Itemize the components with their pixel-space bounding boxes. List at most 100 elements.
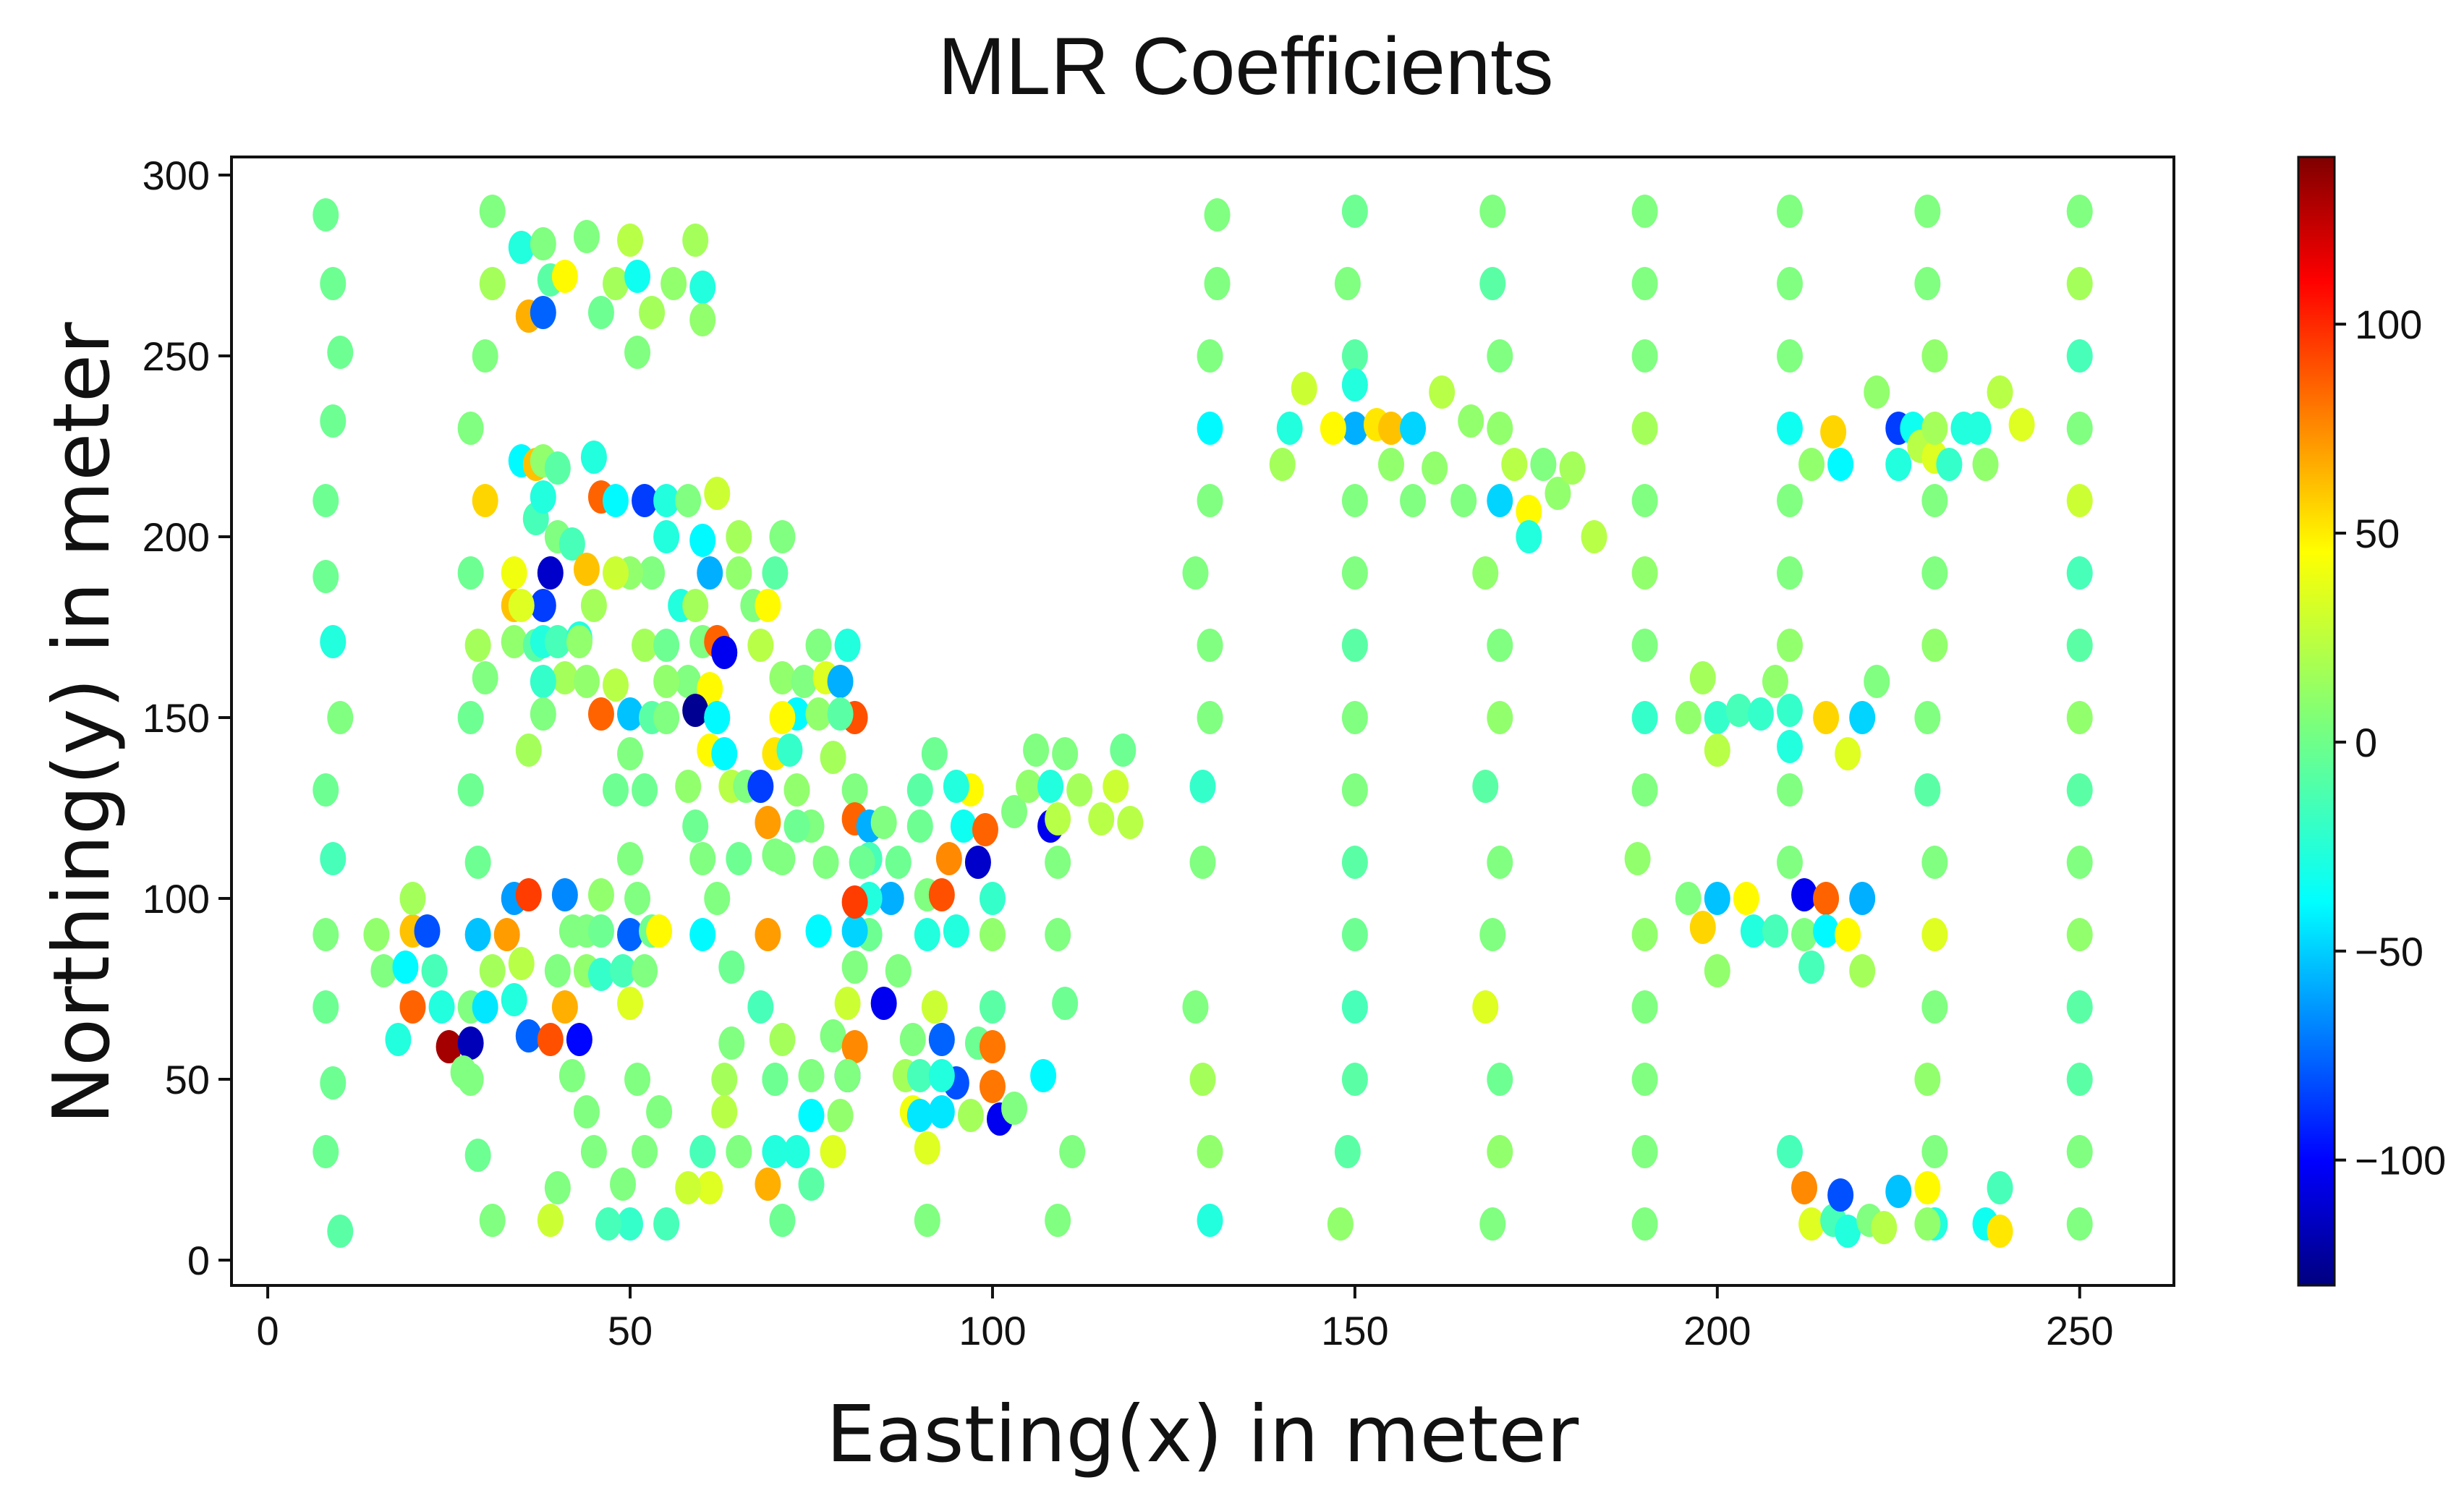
data-point xyxy=(479,195,506,228)
points-layer xyxy=(313,195,2093,1248)
data-point xyxy=(1921,990,1948,1024)
data-point xyxy=(979,918,1006,951)
data-point xyxy=(544,954,571,987)
data-point xyxy=(580,441,607,474)
data-point xyxy=(1631,1207,1658,1241)
data-point xyxy=(769,842,796,875)
x-tick-label: 250 xyxy=(2046,1308,2113,1353)
data-point xyxy=(313,560,339,593)
data-point xyxy=(726,1135,752,1168)
data-point xyxy=(1037,770,1064,803)
data-point xyxy=(646,914,673,948)
data-point xyxy=(624,882,651,915)
data-point xyxy=(537,1204,564,1237)
data-point xyxy=(573,1095,600,1128)
data-point xyxy=(726,842,752,875)
data-point xyxy=(530,296,556,329)
data-point xyxy=(1777,1135,1804,1168)
data-point xyxy=(580,589,607,622)
data-point xyxy=(943,770,969,803)
data-point xyxy=(464,629,491,662)
data-point xyxy=(1777,412,1804,445)
data-point xyxy=(689,524,716,557)
data-point xyxy=(1516,495,1542,528)
data-point xyxy=(2066,1207,2093,1241)
colorbar-tick-label: −100 xyxy=(2355,1138,2446,1183)
data-point xyxy=(1827,448,1854,481)
data-point xyxy=(320,625,347,658)
data-point xyxy=(906,809,933,843)
data-point xyxy=(783,773,810,807)
data-point xyxy=(508,947,535,980)
data-point xyxy=(544,1171,571,1204)
data-point xyxy=(595,1207,621,1241)
data-point xyxy=(1341,368,1368,401)
data-point xyxy=(320,404,347,438)
data-point xyxy=(1631,629,1658,662)
data-point xyxy=(1559,451,1586,485)
data-point xyxy=(870,806,897,839)
data-point xyxy=(632,1135,658,1168)
data-point xyxy=(928,1023,955,1056)
data-point xyxy=(2066,339,2093,373)
data-point xyxy=(530,480,556,514)
data-point xyxy=(2066,484,2093,517)
data-point xyxy=(551,661,578,694)
data-point xyxy=(1400,484,1427,517)
data-point xyxy=(928,1095,955,1128)
data-point xyxy=(1864,665,1890,698)
data-point xyxy=(747,990,774,1024)
data-point xyxy=(1631,990,1658,1024)
data-point xyxy=(457,412,484,445)
data-point xyxy=(1341,918,1368,951)
data-point xyxy=(769,661,796,694)
data-point xyxy=(1740,914,1767,948)
data-point xyxy=(1052,987,1079,1020)
data-point xyxy=(1479,267,1506,300)
data-point xyxy=(501,556,527,590)
data-point xyxy=(537,1023,564,1056)
data-point xyxy=(769,520,796,553)
data-point xyxy=(653,629,680,662)
data-point xyxy=(1204,198,1231,231)
data-point xyxy=(885,954,912,987)
data-point xyxy=(1189,846,1216,879)
data-point xyxy=(2066,267,2093,300)
data-point xyxy=(472,661,498,694)
data-point xyxy=(675,484,702,517)
data-point xyxy=(385,1023,412,1056)
data-point xyxy=(1885,1175,1912,1208)
data-point xyxy=(457,1026,484,1060)
data-point xyxy=(762,1135,789,1168)
data-point xyxy=(812,846,839,879)
data-point xyxy=(1791,918,1818,951)
data-point xyxy=(1965,412,1992,445)
data-point xyxy=(2008,408,2035,441)
data-point xyxy=(508,231,535,264)
data-point xyxy=(1479,195,1506,228)
data-point xyxy=(558,527,585,561)
data-point xyxy=(1777,195,1804,228)
data-point xyxy=(1849,954,1876,987)
data-point xyxy=(1341,701,1368,734)
data-point xyxy=(827,665,854,698)
data-point xyxy=(2066,846,2093,879)
data-point xyxy=(769,1023,796,1056)
data-point xyxy=(849,846,875,879)
data-point xyxy=(1334,1135,1361,1168)
colorbar-tick-label: 50 xyxy=(2355,511,2400,556)
data-point xyxy=(602,556,629,590)
data-point xyxy=(653,701,680,734)
data-point xyxy=(1725,694,1752,727)
data-point xyxy=(1813,701,1840,734)
data-point xyxy=(1341,1063,1368,1096)
data-point xyxy=(313,484,339,517)
data-point xyxy=(1631,267,1658,300)
data-point xyxy=(320,267,347,300)
data-point xyxy=(697,1171,723,1204)
data-point xyxy=(436,1030,462,1063)
data-point xyxy=(1197,1204,1223,1237)
y-axis: 0 50 100 150 200 250 300 xyxy=(143,153,231,1283)
data-point xyxy=(1747,697,1774,731)
data-point xyxy=(841,885,868,919)
